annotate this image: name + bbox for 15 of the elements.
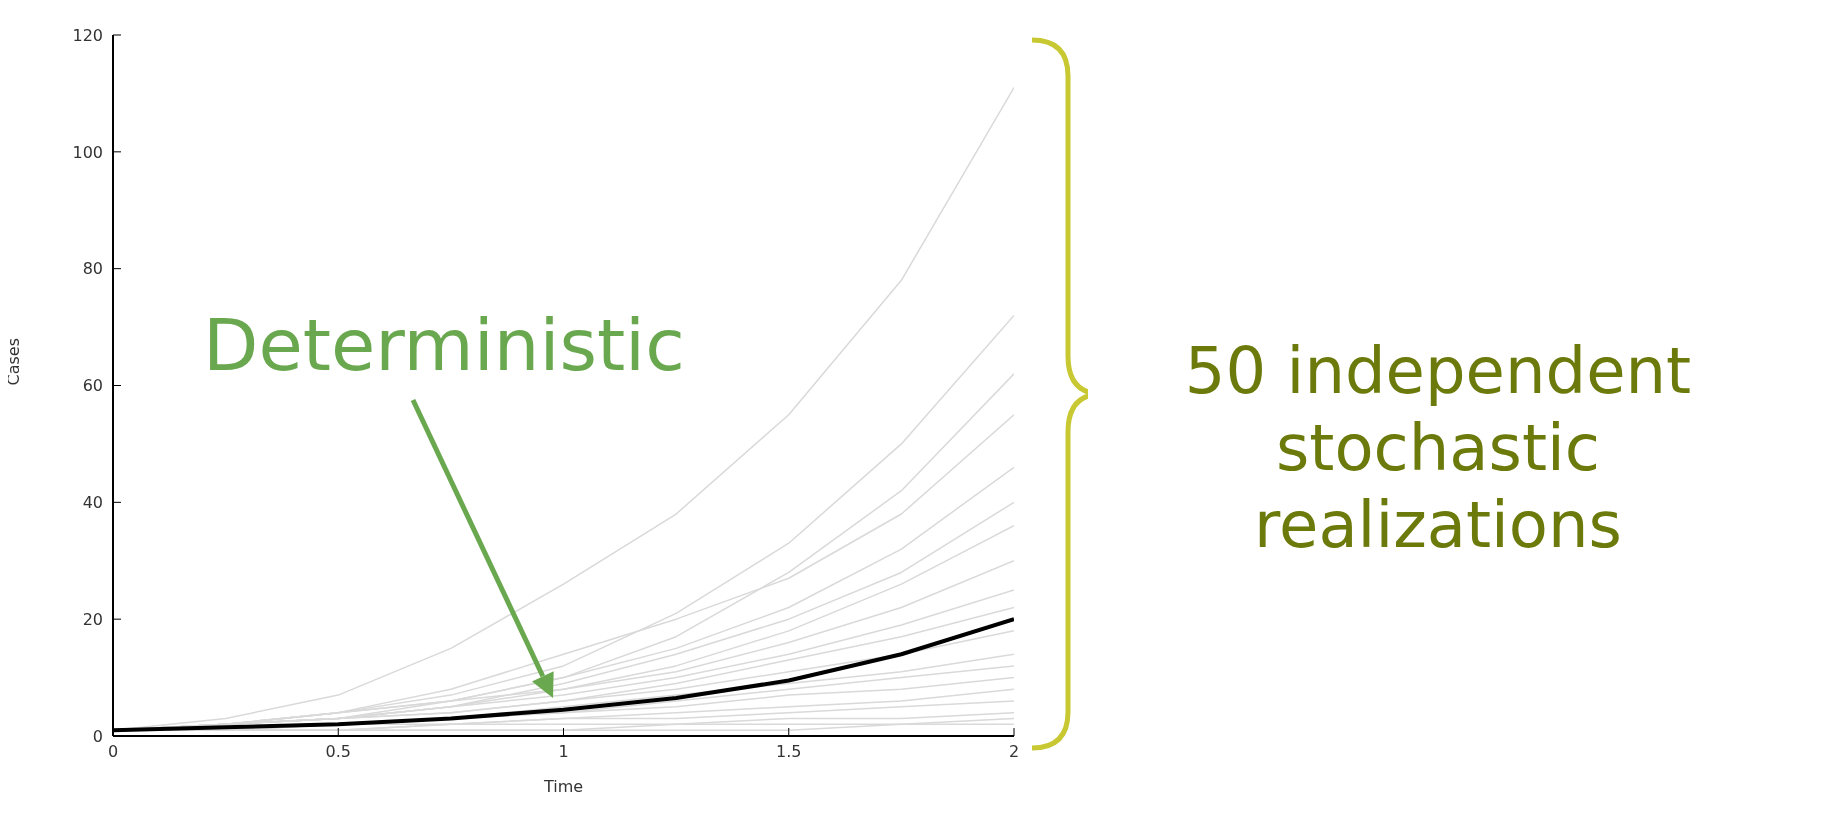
- x-tick-label: 2: [1008, 742, 1020, 762]
- x-tick-label: 1: [558, 742, 569, 762]
- y-tick-label: 120: [72, 25, 103, 45]
- x-axis-title: Time: [542, 777, 584, 797]
- y-tick-label: 20: [82, 609, 103, 629]
- x-tick-label: 1.5: [776, 742, 802, 762]
- text: 50 independent stochastic realizations: [1183, 333, 1693, 564]
- x-tick-label: 0: [107, 742, 119, 762]
- annotation: Deterministic: [203, 303, 685, 387]
- y-tick-label: 100: [72, 142, 103, 162]
- y-tick-label: 0: [92, 726, 103, 746]
- x-tick-label: 0.5: [325, 742, 351, 762]
- y-tick-label: 40: [82, 493, 103, 513]
- y-tick-label: 60: [82, 376, 103, 396]
- y-tick-label: 80: [82, 259, 103, 279]
